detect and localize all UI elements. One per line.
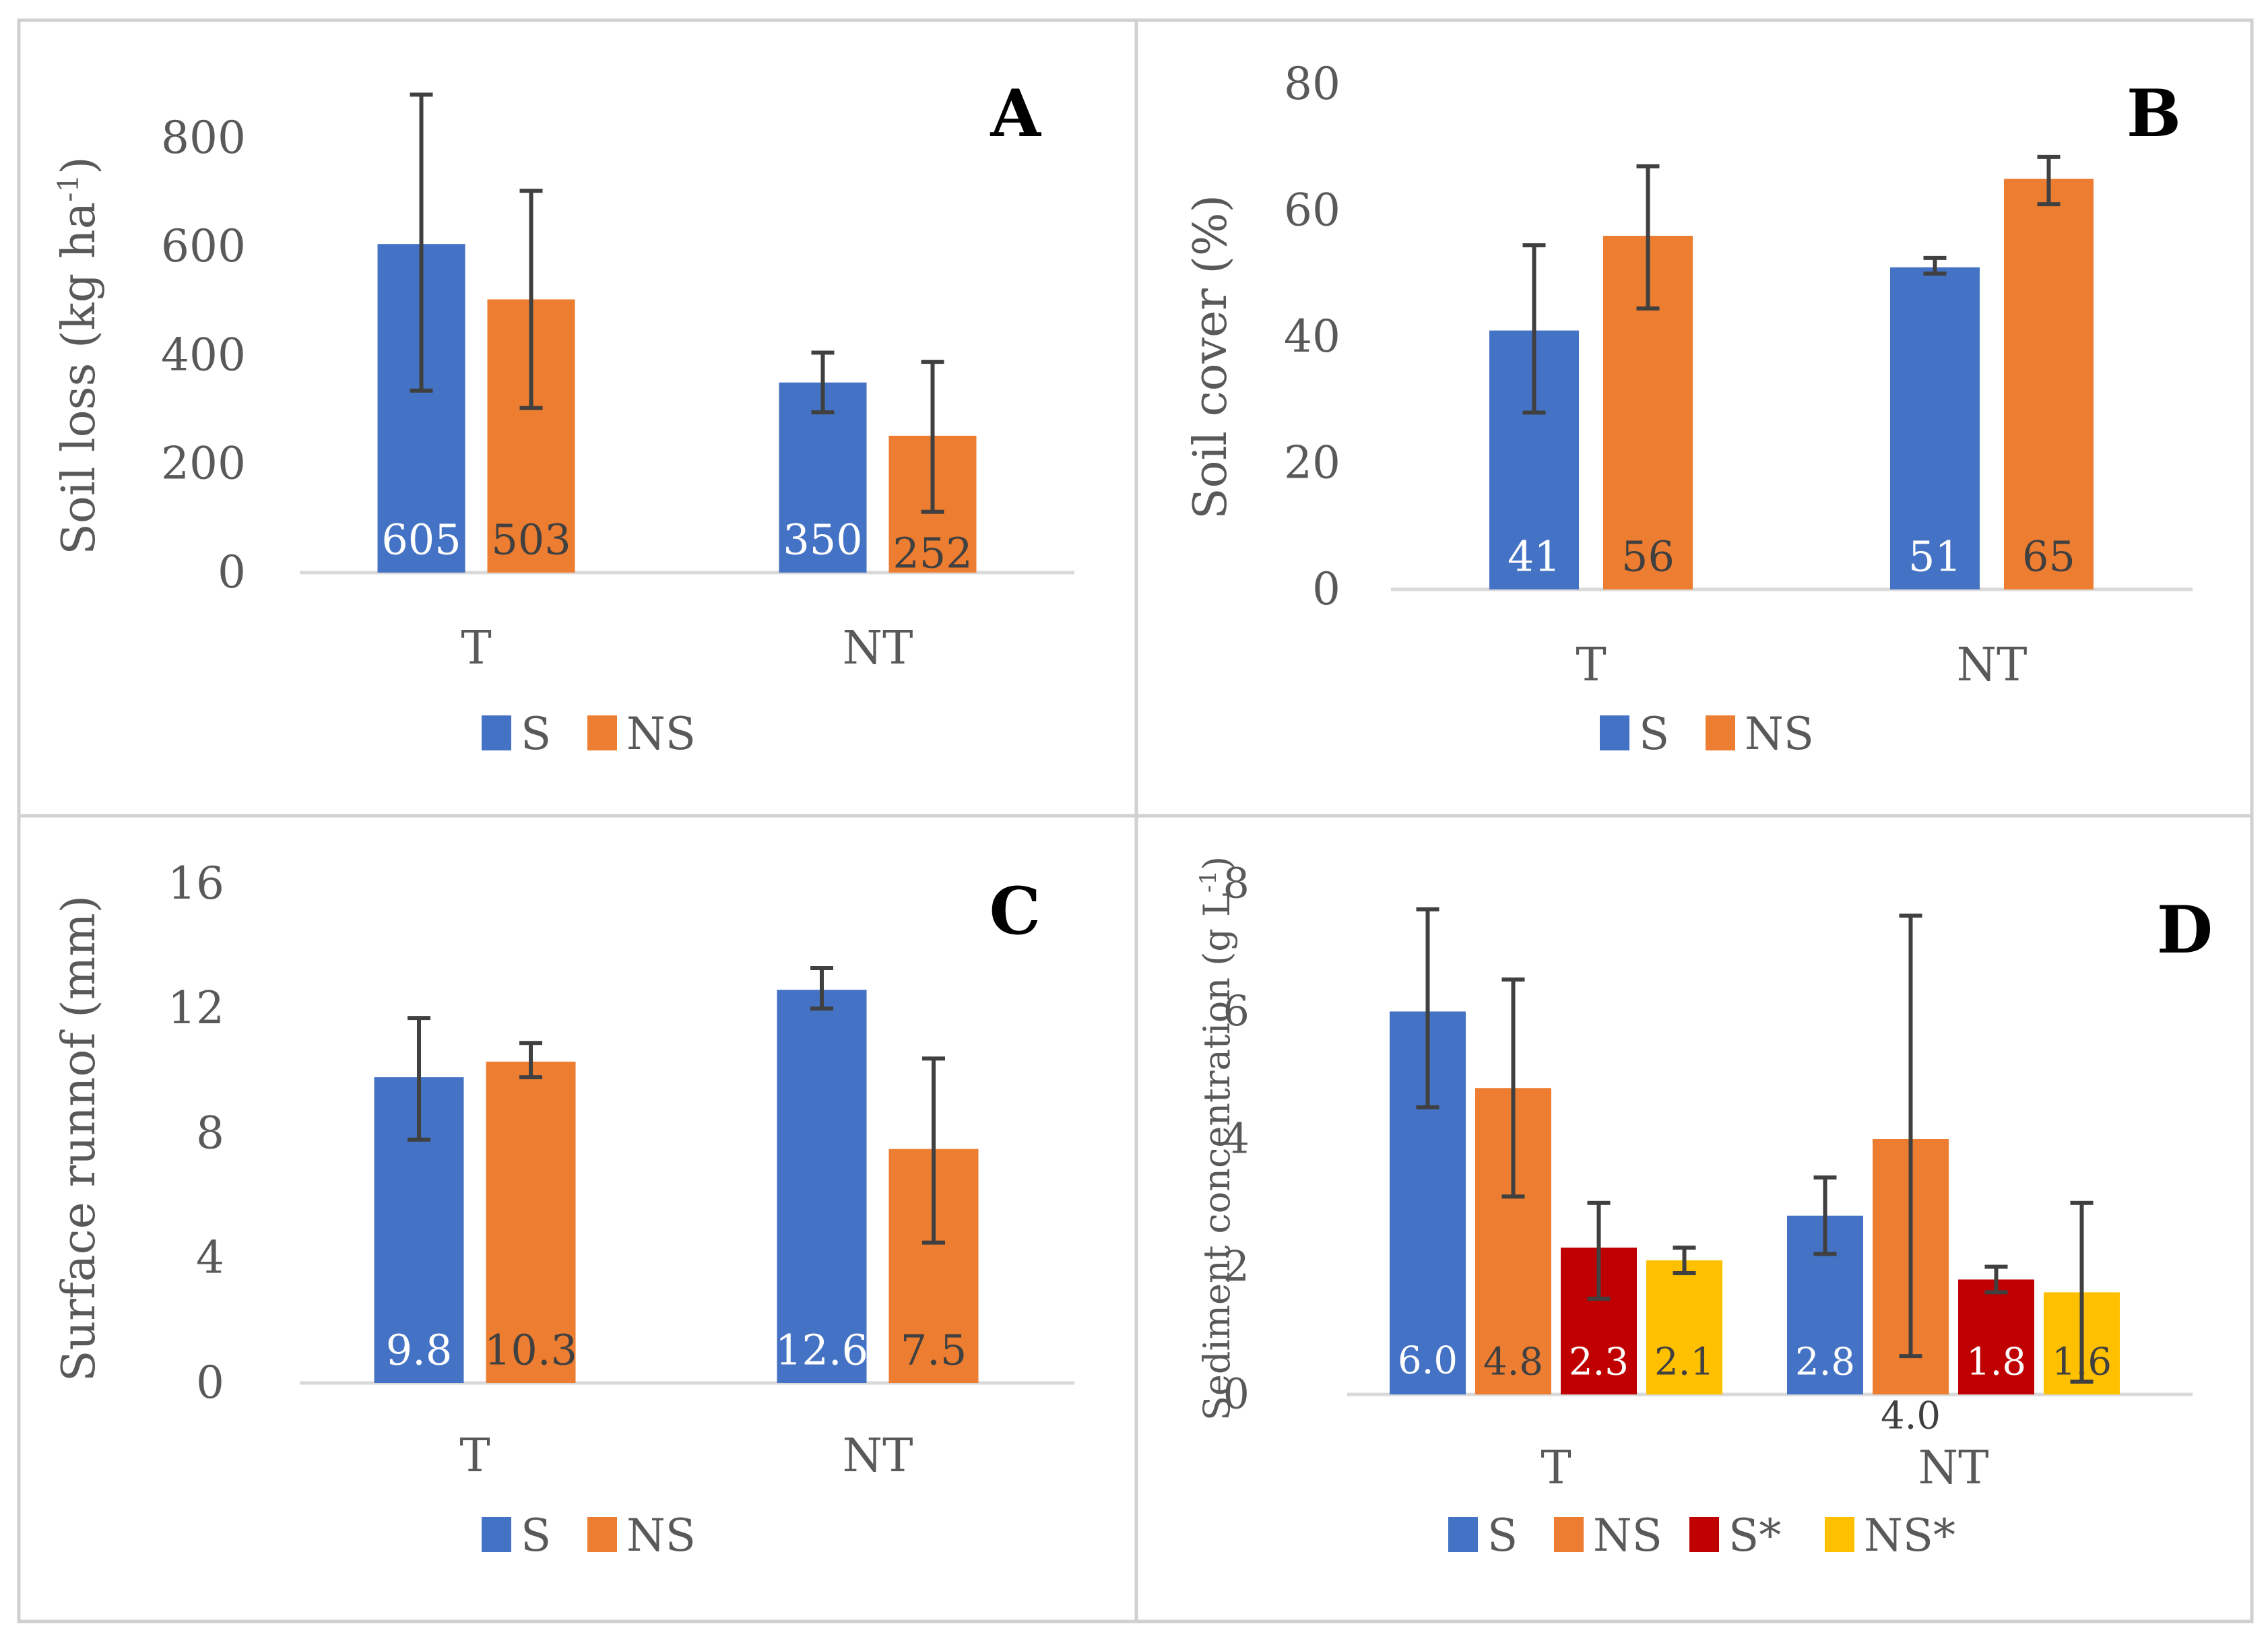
legend-label: NS (1745, 708, 1814, 760)
y-axis-title: Soil cover (%) (1184, 195, 1237, 519)
legend-swatch-ns (587, 1517, 617, 1552)
legend-swatch-s (1448, 1517, 1478, 1552)
x-category-label: NT (843, 622, 913, 675)
x-category-label: T (459, 1429, 490, 1483)
data-label: 1.8 (1966, 1340, 2026, 1384)
bar-s-nt (1890, 267, 1980, 589)
x-category-label: T (1576, 639, 1606, 692)
panel-borders (17, 18, 2254, 1623)
legend-swatch-ns-star (1825, 1517, 1854, 1552)
y-tick-label: 8 (1223, 858, 1250, 907)
data-label: 2.8 (1795, 1340, 1855, 1384)
y-tick-label: 20 (1284, 437, 1340, 488)
data-label: 65 (2022, 531, 2075, 581)
data-label: 1.6 (2052, 1340, 2112, 1384)
data-label: 2.3 (1569, 1340, 1629, 1384)
legend-swatch-s-star (1689, 1517, 1719, 1552)
x-category-label: NT (843, 1429, 913, 1483)
y-tick-label: 400 (161, 329, 246, 381)
x-category-label: T (1541, 1442, 1571, 1495)
panel-letter: D (2157, 892, 2213, 968)
x-category-label: NT (1918, 1442, 1989, 1495)
panel-letter: C (990, 873, 1041, 949)
y-tick-label: 60 (1284, 184, 1340, 236)
data-label: 503 (491, 515, 571, 564)
bar-s-star-nt (1958, 1279, 2034, 1394)
y-tick-label: 600 (161, 220, 246, 272)
data-label: 51 (1908, 531, 1962, 581)
y-tick-label: 4 (196, 1232, 224, 1284)
chart-panel-b: 0 20 40 60 80 Soil cover (%) B 41 56 T 51 65 NT S NS (1184, 58, 2193, 760)
y-tick-label: 800 (161, 112, 246, 164)
x-category-label: T (461, 622, 491, 675)
y-tick-label: 0 (196, 1357, 224, 1409)
legend-label: S (1487, 1510, 1518, 1561)
legend-swatch-s (482, 715, 511, 750)
bar-ns-nt (2004, 179, 2094, 589)
legend-label: NS (626, 708, 696, 760)
y-tick-label: 40 (1284, 311, 1340, 362)
data-label: 4.8 (1483, 1340, 1543, 1384)
legend-label: NS (1593, 1510, 1662, 1561)
legend-label: S (521, 708, 551, 760)
y-tick-label: 0 (1223, 1369, 1250, 1418)
y-axis-title: Sediment concentration (g L-1) (1195, 856, 1238, 1421)
bar-s-nt (777, 990, 867, 1383)
legend-swatch-ns (587, 715, 617, 750)
data-label: 350 (783, 515, 862, 564)
panel-letter: B (2127, 75, 2181, 152)
panel-frame (1134, 814, 2254, 1623)
data-label: 605 (381, 515, 461, 564)
data-label: 9.8 (386, 1325, 453, 1374)
y-axis-title: Soil loss (kg ha-1) (52, 156, 106, 554)
y-tick-label: 6 (1223, 986, 1250, 1035)
data-label: 56 (1621, 531, 1675, 581)
x-category-label: NT (1957, 639, 2028, 692)
y-tick-label: 0 (1312, 563, 1340, 615)
y-tick-label: 200 (161, 438, 246, 490)
data-label: 7.5 (901, 1325, 967, 1374)
data-label: 12.6 (775, 1325, 868, 1374)
chart-panel-a: 0 200 400 600 800 Soil loss (kg ha-1) A 605 503 T… (52, 75, 1074, 760)
legend-label: S (521, 1510, 551, 1561)
bar-ns-t (486, 1061, 576, 1383)
legend-label: S (1639, 708, 1669, 760)
data-label: 2.1 (1654, 1340, 1714, 1384)
y-tick-label: 16 (168, 858, 224, 909)
legend-swatch-s (482, 1517, 511, 1552)
panel-letter: A (990, 75, 1042, 152)
legend-swatch-ns (1554, 1517, 1584, 1552)
y-tick-label: 8 (196, 1107, 224, 1159)
data-label: 10.3 (484, 1325, 577, 1374)
data-label: 4.0 (1881, 1394, 1941, 1438)
legend-label: S* (1728, 1510, 1781, 1561)
y-tick-label: 4 (1223, 1114, 1250, 1163)
y-tick-label: 12 (168, 982, 224, 1034)
chart-panel-c: 0 4 8 12 16 Surface runnof (mm) C 9.8 10.3 T 12.6 7… (53, 858, 1074, 1561)
legend-swatch-ns (1706, 715, 1735, 750)
legend-label: NS* (1864, 1510, 1955, 1561)
data-label: 41 (1508, 531, 1561, 581)
y-axis-title: Surface runnof (mm) (53, 895, 106, 1382)
bar-ns-star-t (1646, 1260, 1722, 1394)
legend-swatch-s (1600, 715, 1629, 750)
legend-label: NS (626, 1510, 696, 1561)
y-tick-label: 2 (1223, 1242, 1250, 1291)
y-tick-label: 80 (1284, 58, 1340, 110)
data-label: 6.0 (1398, 1339, 1458, 1382)
data-label: 252 (893, 528, 972, 577)
y-tick-label: 0 (218, 546, 246, 598)
